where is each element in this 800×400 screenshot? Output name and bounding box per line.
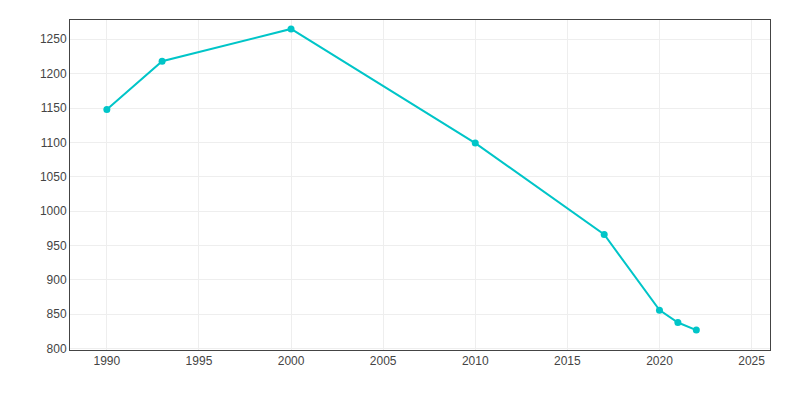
svg-text:2025: 2025 xyxy=(738,354,765,368)
svg-text:900: 900 xyxy=(47,273,67,287)
svg-text:850: 850 xyxy=(47,307,67,321)
svg-text:2015: 2015 xyxy=(554,354,581,368)
svg-text:1250: 1250 xyxy=(40,32,67,46)
svg-text:950: 950 xyxy=(47,239,67,253)
svg-text:1150: 1150 xyxy=(41,101,67,115)
svg-text:1000: 1000 xyxy=(40,204,67,218)
svg-text:2000: 2000 xyxy=(278,354,305,368)
svg-text:1050: 1050 xyxy=(40,170,67,184)
svg-text:2010: 2010 xyxy=(462,354,489,368)
svg-text:1990: 1990 xyxy=(93,354,120,368)
svg-text:1995: 1995 xyxy=(186,354,213,368)
svg-text:800: 800 xyxy=(47,342,67,356)
svg-text:2005: 2005 xyxy=(370,354,397,368)
svg-text:2020: 2020 xyxy=(646,354,673,368)
svg-text:1200: 1200 xyxy=(40,67,67,81)
svg-text:1100: 1100 xyxy=(41,136,67,150)
